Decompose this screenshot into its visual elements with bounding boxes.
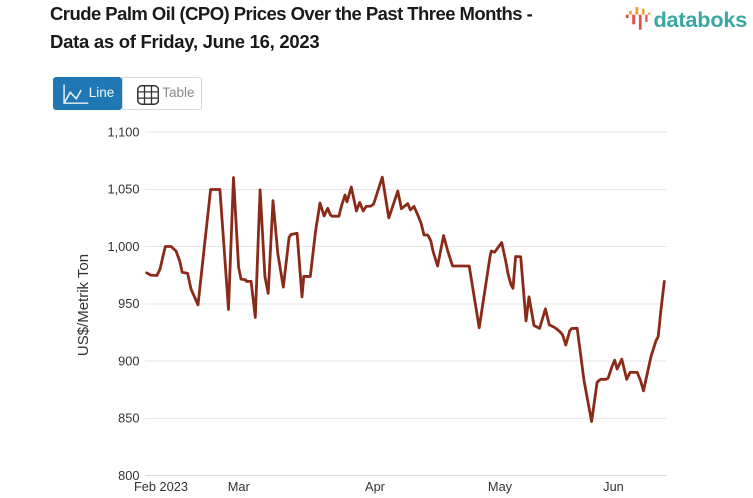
svg-text:950: 950 (118, 296, 139, 311)
svg-text:Jun: Jun (603, 479, 624, 494)
svg-text:1,050: 1,050 (107, 182, 139, 197)
svg-text:900: 900 (118, 354, 139, 369)
svg-text:1,100: 1,100 (107, 125, 139, 140)
svg-text:800: 800 (118, 468, 139, 483)
svg-text:databoks: databoks (654, 7, 748, 32)
svg-text:850: 850 (118, 411, 139, 426)
svg-text:Apr: Apr (365, 479, 386, 494)
svg-text:May: May (488, 479, 513, 494)
svg-text:US$/Metrik Ton: US$/Metrik Ton (75, 254, 92, 356)
svg-text:1,000: 1,000 (107, 239, 139, 254)
svg-text:Mar: Mar (228, 479, 251, 494)
svg-text:Feb 2023: Feb 2023 (134, 479, 188, 494)
